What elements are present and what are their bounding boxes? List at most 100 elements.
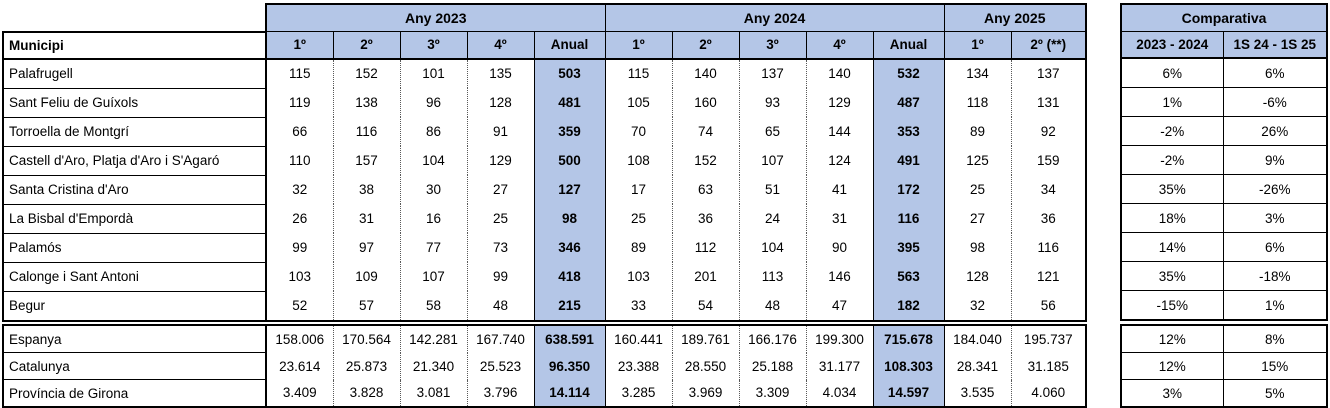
cell-2023-q4[interactable]: 48 [467, 291, 535, 322]
cell-2024-q2[interactable]: 36 [672, 204, 740, 233]
cell-2023-q2[interactable]: 152 [333, 58, 401, 88]
cell-2024-q4[interactable]: 124 [806, 146, 874, 175]
cell-2024-q3[interactable]: 104 [739, 233, 807, 262]
cell-2023-q4[interactable]: 99 [467, 262, 535, 291]
cell-2024-q2[interactable]: 74 [672, 117, 740, 146]
cell-comp-2023-2024[interactable]: 18% [1120, 203, 1224, 233]
cell-2024-q4[interactable]: 31 [806, 204, 874, 233]
cell-2024-q1[interactable]: 160.441 [605, 324, 673, 353]
cell-2024-q4[interactable]: 41 [806, 175, 874, 204]
cell-2024-q4[interactable]: 144 [806, 117, 874, 146]
cell-2023-q4[interactable]: 25 [467, 204, 535, 233]
cell-2024-q2[interactable]: 112 [672, 233, 740, 262]
cell-comp-2023-2024[interactable]: 3% [1120, 379, 1224, 408]
cell-2023-anual[interactable]: 481 [533, 88, 606, 117]
cell-2023-q4[interactable]: 129 [467, 146, 535, 175]
cell-name[interactable]: Begur [2, 290, 267, 322]
cell-comp-1s24-1s25[interactable]: 6% [1222, 57, 1328, 88]
cell-2023-q3[interactable]: 101 [400, 58, 468, 88]
cell-2023-q1[interactable]: 115 [266, 58, 334, 88]
cell-2023-q3[interactable]: 21.340 [400, 352, 468, 380]
group-header-any-2023[interactable]: Any 2023 [265, 3, 606, 32]
cell-2023-anual[interactable]: 500 [533, 146, 606, 175]
cell-2023-q3[interactable]: 16 [400, 204, 468, 233]
cell-name[interactable]: Província de Girona [2, 379, 267, 408]
cell-2023-q3[interactable]: 3.081 [400, 379, 468, 408]
cell-2024-anual[interactable]: 108.303 [872, 352, 945, 380]
cell-comp-2023-2024[interactable]: -2% [1120, 145, 1224, 175]
cell-2024-q4[interactable]: 4.034 [806, 379, 874, 408]
cell-2025-q2[interactable]: 116 [1011, 233, 1087, 262]
cell-2023-anual[interactable]: 638.591 [533, 324, 606, 353]
cell-2025-q2[interactable]: 159 [1011, 146, 1087, 175]
cell-2024-anual[interactable]: 172 [872, 175, 945, 204]
header-comp-2023-2024[interactable]: 2023 - 2024 [1120, 31, 1224, 59]
cell-comp-2023-2024[interactable]: -15% [1120, 290, 1224, 321]
cell-2024-q3[interactable]: 166.176 [739, 324, 807, 353]
municipi-header[interactable]: Municipi [2, 30, 267, 60]
cell-2024-q1[interactable]: 17 [605, 175, 673, 204]
cell-2023-q1[interactable]: 3.409 [266, 379, 334, 408]
cell-comp-1s24-1s25[interactable]: 26% [1222, 116, 1328, 146]
cell-2025-q1[interactable]: 98 [944, 233, 1012, 262]
cell-2024-q1[interactable]: 105 [605, 88, 673, 117]
cell-2024-q3[interactable]: 3.309 [739, 379, 807, 408]
cell-2023-q2[interactable]: 25.873 [333, 352, 401, 380]
cell-2024-anual[interactable]: 353 [872, 117, 945, 146]
cell-2024-q4[interactable]: 129 [806, 88, 874, 117]
cell-2023-q2[interactable]: 3.828 [333, 379, 401, 408]
cell-2023-q4[interactable]: 27 [467, 175, 535, 204]
cell-2024-q1[interactable]: 70 [605, 117, 673, 146]
cell-2024-anual[interactable]: 715.678 [872, 324, 945, 353]
cell-2023-q1[interactable]: 119 [266, 88, 334, 117]
cell-2025-q2[interactable]: 137 [1011, 58, 1087, 88]
cell-2024-anual[interactable]: 182 [872, 291, 945, 322]
header-comp-1s24-1s25[interactable]: 1S 24 - 1S 25 [1222, 31, 1328, 59]
cell-comp-1s24-1s25[interactable]: 3% [1222, 203, 1328, 233]
cell-2025-q2[interactable]: 31.185 [1011, 352, 1087, 380]
cell-2023-q4[interactable]: 91 [467, 117, 535, 146]
cell-2023-q2[interactable]: 157 [333, 146, 401, 175]
cell-2023-q3[interactable]: 107 [400, 262, 468, 291]
cell-comp-1s24-1s25[interactable]: 1% [1222, 290, 1328, 321]
cell-2024-q1[interactable]: 33 [605, 291, 673, 322]
cell-name[interactable]: Santa Cristina d'Aro [2, 174, 267, 205]
cell-2025-q2[interactable]: 92 [1011, 117, 1087, 146]
cell-2025-q1[interactable]: 89 [944, 117, 1012, 146]
cell-2024-q4[interactable]: 90 [806, 233, 874, 262]
cell-2025-q1[interactable]: 27 [944, 204, 1012, 233]
cell-2023-q1[interactable]: 32 [266, 175, 334, 204]
cell-2023-q3[interactable]: 30 [400, 175, 468, 204]
header-2023-q1[interactable]: 1º [265, 31, 334, 60]
cell-2024-anual[interactable]: 563 [872, 262, 945, 291]
cell-2024-q1[interactable]: 25 [605, 204, 673, 233]
cell-comp-2023-2024[interactable]: 1% [1120, 87, 1224, 117]
cell-2024-q2[interactable]: 201 [672, 262, 740, 291]
cell-comp-1s24-1s25[interactable]: -18% [1222, 261, 1328, 291]
cell-2023-q1[interactable]: 26 [266, 204, 334, 233]
cell-2023-q3[interactable]: 104 [400, 146, 468, 175]
cell-2024-q3[interactable]: 24 [739, 204, 807, 233]
cell-2024-q1[interactable]: 115 [605, 58, 673, 88]
cell-2023-q2[interactable]: 31 [333, 204, 401, 233]
group-header-any-2024[interactable]: Any 2024 [604, 3, 945, 32]
cell-2024-q3[interactable]: 48 [739, 291, 807, 322]
cell-2023-q1[interactable]: 103 [266, 262, 334, 291]
cell-2023-q4[interactable]: 25.523 [467, 352, 535, 380]
cell-2024-q2[interactable]: 189.761 [672, 324, 740, 353]
cell-2023-q2[interactable]: 170.564 [333, 324, 401, 353]
cell-2023-anual[interactable]: 503 [533, 58, 606, 88]
cell-name[interactable]: Sant Feliu de Guíxols [2, 87, 267, 118]
cell-2023-q3[interactable]: 77 [400, 233, 468, 262]
cell-comp-1s24-1s25[interactable]: -26% [1222, 174, 1328, 204]
cell-2024-anual[interactable]: 14.597 [872, 379, 945, 408]
cell-comp-2023-2024[interactable]: 14% [1120, 232, 1224, 262]
cell-2023-anual[interactable]: 14.114 [533, 379, 606, 408]
cell-2024-q2[interactable]: 152 [672, 146, 740, 175]
cell-comp-1s24-1s25[interactable]: -6% [1222, 87, 1328, 117]
cell-2023-q1[interactable]: 158.006 [266, 324, 334, 353]
cell-2024-anual[interactable]: 116 [872, 204, 945, 233]
cell-2023-q1[interactable]: 110 [266, 146, 334, 175]
cell-2024-q3[interactable]: 25.188 [739, 352, 807, 380]
cell-2023-anual[interactable]: 346 [533, 233, 606, 262]
